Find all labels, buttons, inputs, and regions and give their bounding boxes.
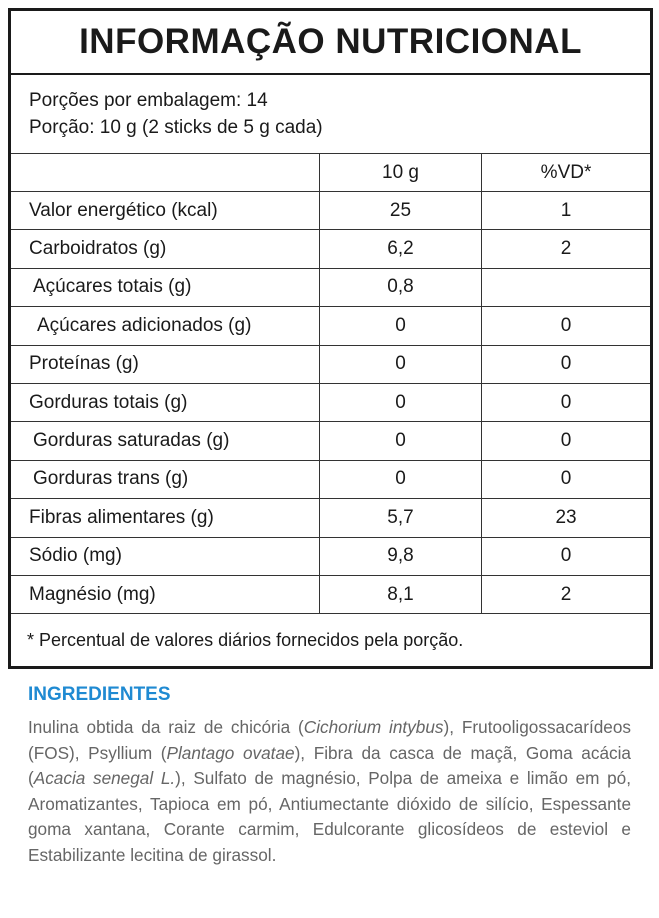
- nutrient-value: 9,8: [319, 536, 482, 576]
- nutrient-value: 0,8: [319, 267, 482, 308]
- ingredients-part: ), Frutooligossacarídeos (FOS), Psyllium…: [28, 717, 632, 763]
- table-row: Açúcares adicionados (g) 0 0: [9, 306, 653, 346]
- nutrient-value: 0: [480, 382, 653, 423]
- table-body: INFORMAÇÃO NUTRICIONAL Porções por embal…: [8, 9, 653, 669]
- ingredients-text: Inulina obtida da raiz de chicória (Cich…: [28, 715, 631, 868]
- header-cell: 10 g: [319, 153, 482, 192]
- table-row: Gorduras trans (g) 0 0: [9, 459, 653, 500]
- nutrient-value: 25: [319, 190, 482, 231]
- nutrient-value: [480, 267, 653, 308]
- ingredients-part: ), Sulfato de magnésio, Polpa de ameixa …: [28, 768, 631, 865]
- ingredients-part: ), Fibra da casca de maçã, Goma acácia (: [28, 742, 631, 789]
- table-row: Gorduras saturadas (g) 0 0: [9, 421, 653, 461]
- nutrient-value: 23: [480, 498, 653, 538]
- nutrient-value: 1: [480, 190, 653, 231]
- nutrition-table: INFORMAÇÃO NUTRICIONAL Porções por embal…: [8, 8, 654, 670]
- nutrient-label: Proteínas (g): [9, 344, 320, 384]
- nutrient-label: Fibras alimentares (g): [9, 498, 320, 538]
- nutrient-label: Gorduras trans (g): [9, 459, 320, 500]
- header-cell: %VD*: [480, 153, 653, 192]
- nutrient-value: 8,1: [319, 574, 482, 615]
- nutrient-value: 0: [319, 459, 482, 500]
- servings-line: Porções por embalagem: 14: [29, 90, 268, 111]
- nutrient-value: 5,7: [319, 498, 482, 538]
- nutrient-label: Açúcares adicionados (g): [9, 306, 320, 346]
- nutrient-label: Carboidratos (g): [9, 229, 320, 269]
- servings-row: Porções por embalagem: 14 Porção: 10 g (…: [8, 73, 653, 154]
- servings: Porções por embalagem: 14 Porção: 10 g (…: [8, 73, 653, 154]
- nutrient-label: Valor energético (kcal): [9, 190, 320, 231]
- table-row: Magnésio (mg) 8,1 2: [9, 574, 653, 615]
- nutrient-value: 0: [319, 306, 482, 346]
- nutrient-label: Gorduras saturadas (g): [9, 421, 320, 461]
- footnote: * Percentual de valores diários fornecid…: [8, 613, 653, 669]
- ingredients-part: Inulina obtida da raiz de chicória (: [28, 717, 304, 737]
- nutrient-value: 2: [480, 229, 653, 269]
- nutrient-label: Sódio (mg): [9, 536, 320, 576]
- ingredients-part: Acacia senegal L.: [33, 768, 176, 788]
- nutrient-value: 0: [319, 421, 482, 461]
- table-row: Sódio (mg) 9,8 0: [9, 536, 653, 576]
- nutrient-value: 0: [480, 421, 653, 461]
- nutrient-value: 6,2: [319, 229, 482, 269]
- header-cell: [9, 153, 320, 192]
- header-row: 10 g %VD*: [9, 153, 653, 192]
- table-row: Fibras alimentares (g) 5,7 23: [9, 498, 653, 538]
- nutrient-value: 0: [319, 344, 482, 384]
- nutrient-value: 2: [480, 574, 653, 615]
- servings-line: Porção: 10 g (2 sticks de 5 g cada): [29, 117, 323, 138]
- table-row: Carboidratos (g) 6,2 2: [9, 229, 653, 269]
- table-row: Açúcares totais (g) 0,8: [9, 267, 653, 308]
- nutrient-value: 0: [480, 306, 653, 346]
- table-row: Valor energético (kcal) 25 1: [9, 190, 653, 231]
- nutrient-label: Magnésio (mg): [9, 574, 320, 615]
- table-title: INFORMAÇÃO NUTRICIONAL: [8, 9, 653, 75]
- footnote-row: * Percentual de valores diários fornecid…: [8, 613, 653, 669]
- nutrient-value: 0: [480, 536, 653, 576]
- nutrient-value: 0: [480, 459, 653, 500]
- ingredients-part: Plantago ovatae: [166, 742, 295, 763]
- title-row: INFORMAÇÃO NUTRICIONAL: [8, 9, 653, 75]
- nutrient-value: 0: [480, 344, 653, 384]
- ingredients-title: INGREDIENTES: [28, 684, 171, 705]
- table-row: Proteínas (g) 0 0: [9, 344, 653, 384]
- table-row: Gorduras totais (g) 0 0: [9, 382, 653, 423]
- nutrient-value: 0: [319, 382, 482, 423]
- nutrient-label: Açúcares totais (g): [9, 267, 320, 308]
- ingredients-part: Cichorium intybus: [303, 717, 444, 737]
- nutrient-label: Gorduras totais (g): [9, 382, 320, 423]
